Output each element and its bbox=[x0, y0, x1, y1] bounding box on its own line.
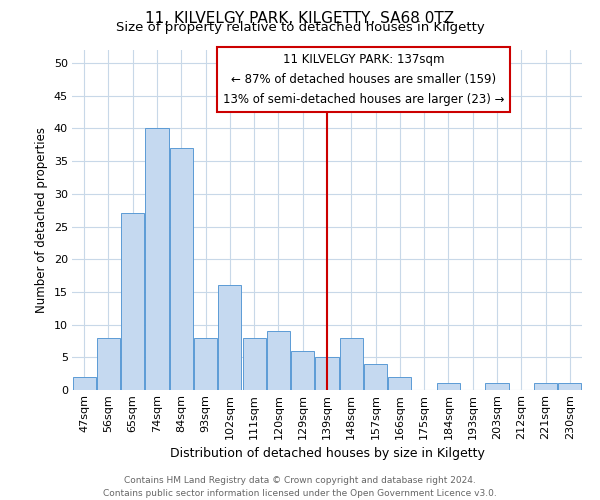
Bar bbox=[145, 128, 169, 390]
Text: Size of property relative to detached houses in Kilgetty: Size of property relative to detached ho… bbox=[116, 22, 484, 35]
Bar bbox=[194, 338, 217, 390]
Bar bbox=[559, 384, 581, 390]
Bar bbox=[485, 384, 509, 390]
Text: 11, KILVELGY PARK, KILGETTY, SA68 0TZ: 11, KILVELGY PARK, KILGETTY, SA68 0TZ bbox=[145, 11, 455, 26]
Bar bbox=[534, 384, 557, 390]
Bar bbox=[316, 358, 338, 390]
Bar bbox=[242, 338, 266, 390]
Bar bbox=[388, 377, 412, 390]
Bar bbox=[121, 214, 144, 390]
Text: Contains HM Land Registry data © Crown copyright and database right 2024.
Contai: Contains HM Land Registry data © Crown c… bbox=[103, 476, 497, 498]
Bar bbox=[170, 148, 193, 390]
Bar bbox=[73, 377, 95, 390]
Bar bbox=[364, 364, 387, 390]
Bar bbox=[218, 286, 241, 390]
X-axis label: Distribution of detached houses by size in Kilgetty: Distribution of detached houses by size … bbox=[170, 448, 484, 460]
Bar bbox=[437, 384, 460, 390]
Text: 11 KILVELGY PARK: 137sqm
← 87% of detached houses are smaller (159)
13% of semi-: 11 KILVELGY PARK: 137sqm ← 87% of detach… bbox=[223, 53, 504, 106]
Bar bbox=[291, 351, 314, 390]
Bar bbox=[340, 338, 363, 390]
Bar bbox=[267, 331, 290, 390]
Bar bbox=[97, 338, 120, 390]
Y-axis label: Number of detached properties: Number of detached properties bbox=[35, 127, 48, 313]
